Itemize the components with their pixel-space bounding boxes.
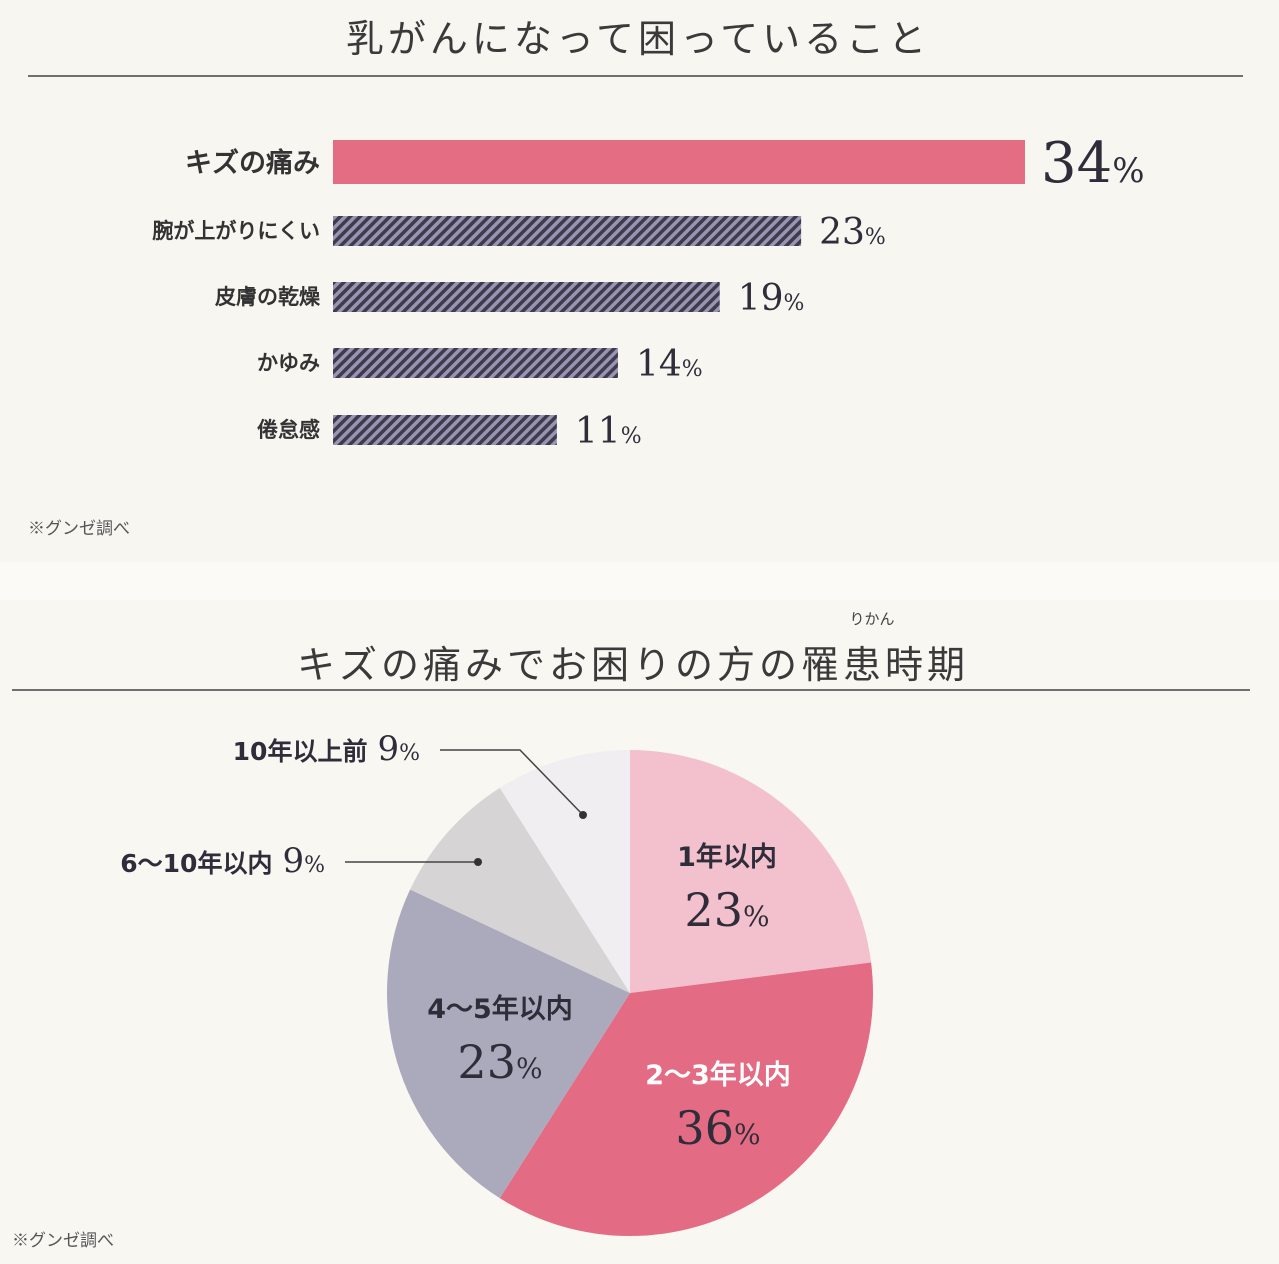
- pie-outside-label: 10年以上前 9%: [233, 729, 420, 769]
- pie-slice-label: 2〜3年以内: [645, 1059, 791, 1091]
- pie-slice: [630, 750, 872, 993]
- pie-chart-title: キズの痛みでお困りの方の罹患時期: [297, 643, 969, 687]
- pie-slice: [499, 962, 873, 1236]
- bar: [333, 282, 720, 312]
- bar: [333, 415, 557, 445]
- pie-slice-label: 1年以内: [677, 841, 777, 873]
- bar-value-label: 19%: [738, 278, 805, 319]
- pie-value-label: 23%: [684, 883, 769, 937]
- pie-slice-label: 4〜5年以内: [427, 993, 573, 1025]
- bar-label: かゆみ: [257, 351, 320, 375]
- bar-value-label: 11%: [575, 411, 642, 452]
- bar-label: 腕が上がりにくい: [152, 219, 320, 243]
- bar-chart-section: [0, 0, 1279, 562]
- pie-slice: [410, 787, 630, 993]
- leader-line: [440, 749, 584, 816]
- bar: [333, 216, 802, 246]
- bar: [333, 140, 1025, 184]
- pie-outside-label: 6〜10年以内 9%: [120, 841, 325, 881]
- leader-dot: [579, 811, 587, 819]
- pie-slice: [386, 889, 630, 1199]
- bar-value-label: 34%: [1041, 131, 1145, 196]
- bar-label: 皮膚の乾燥: [215, 285, 321, 309]
- bar-chart-note: ※グンゼ調べ: [28, 519, 130, 539]
- bar: [333, 348, 618, 378]
- pie-value-label: 36%: [675, 1101, 760, 1155]
- bar-label: キズの痛み: [185, 147, 320, 179]
- bar-label: 倦怠感: [257, 418, 320, 442]
- title-ruby: りかん: [849, 610, 894, 628]
- bar-value-label: 14%: [636, 344, 703, 385]
- leader-dot: [474, 858, 482, 866]
- bar-group: キズの痛み 34% 腕が上がりにくい 23% 皮膚の乾燥 19% かゆみ 14% 倦怠感 11%: [152, 131, 1144, 452]
- pie-slice: [499, 749, 630, 993]
- pie-chart-note: ※グンゼ調べ: [12, 1231, 114, 1251]
- pie-value-label: 23%: [457, 1035, 542, 1089]
- bar-value-label: 23%: [819, 212, 886, 253]
- bar-chart-title: 乳がんになって困っていること: [346, 17, 930, 61]
- pie-group: 1年以内 23% 2〜3年以内 36% 4〜5年以内 23% 10年以上前 9% 6〜10年以内…: [120, 729, 873, 1236]
